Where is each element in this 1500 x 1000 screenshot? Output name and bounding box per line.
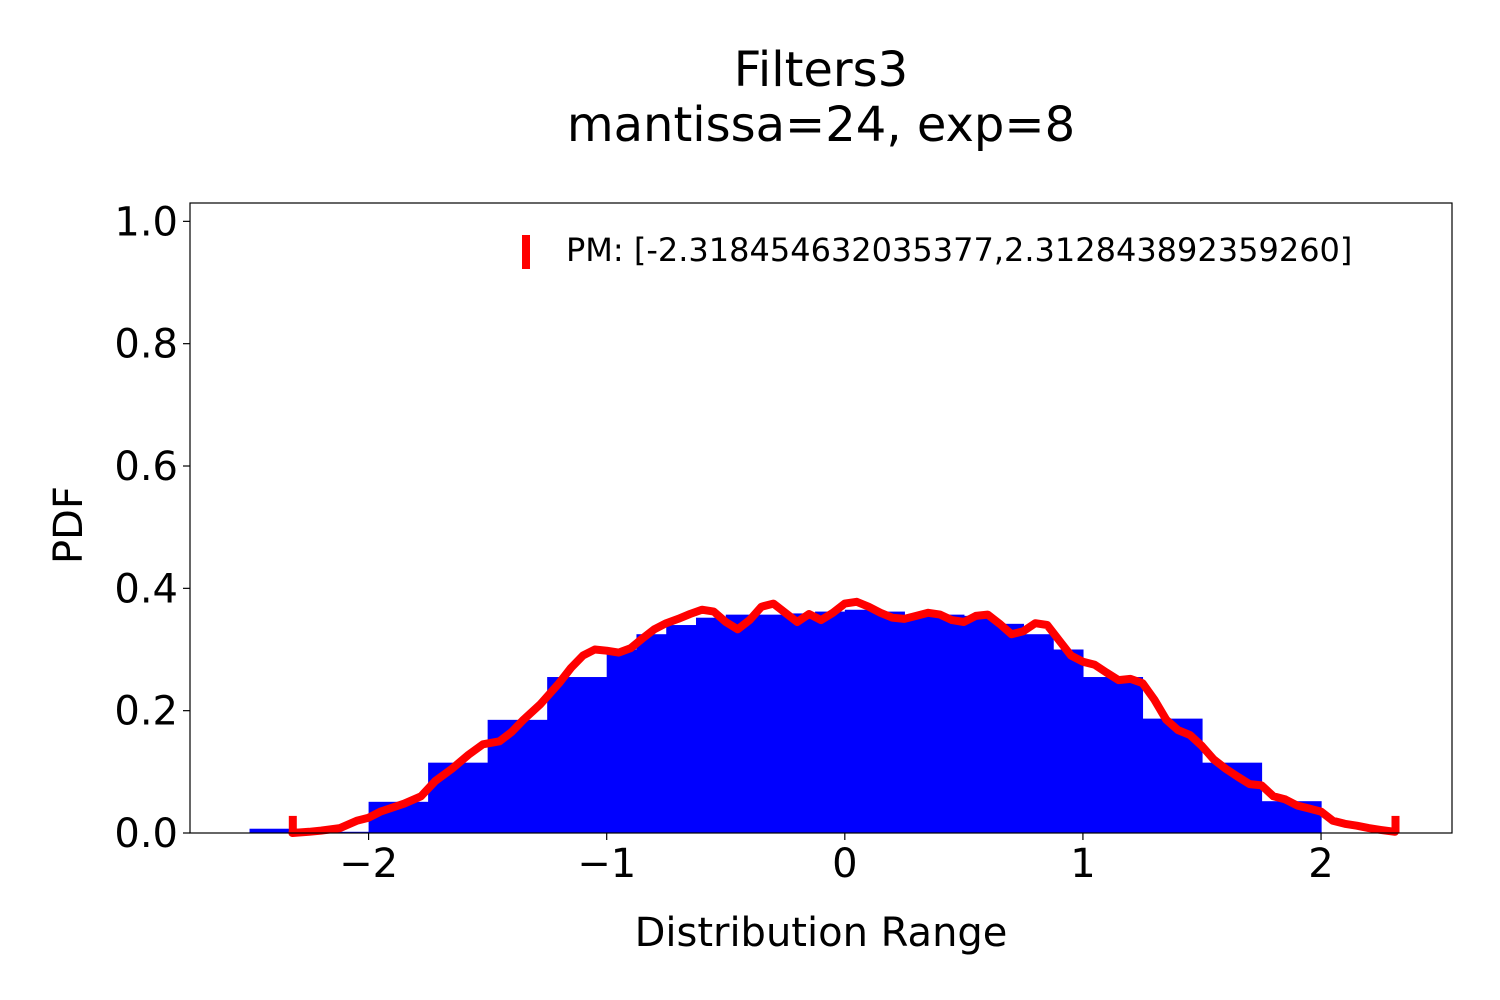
legend: PM: [-2.318454632035377,2.31284389235926…: [522, 231, 1352, 269]
histogram-bar: [785, 613, 816, 833]
histogram-bar: [993, 623, 1024, 833]
histogram-bar: [725, 614, 786, 833]
histogram-bar: [815, 611, 846, 833]
histogram-bar: [249, 828, 310, 833]
y-tick-label: 0.2: [114, 689, 178, 735]
x-axis-ticks: −2 −1 0 1 2: [339, 833, 1334, 887]
range-marker: [1391, 815, 1400, 833]
plot-area: [189, 202, 1453, 837]
y-tick-label: 0.4: [114, 566, 178, 612]
chart-subtitle: mantissa=24, exp=8: [567, 97, 1075, 153]
y-tick-label: 0.0: [114, 811, 178, 857]
range-markers: [288, 815, 1400, 833]
histogram-bar: [1053, 649, 1084, 833]
histogram-bar: [904, 614, 965, 833]
histogram-bar: [1023, 634, 1054, 833]
histogram-bar: [963, 615, 995, 833]
histogram-bar: [636, 634, 667, 833]
histogram-bar: [309, 831, 370, 833]
y-axis-label: PDF: [46, 486, 92, 564]
x-tick-label: 2: [1308, 841, 1333, 887]
y-tick-label: 1.0: [114, 199, 178, 245]
histogram-bar: [428, 762, 489, 833]
histogram-bar: [606, 649, 638, 833]
y-tick-label: 0.6: [114, 444, 178, 490]
x-tick-label: −1: [577, 841, 636, 887]
histogram-bar: [547, 677, 608, 833]
histogram-bar: [666, 625, 697, 833]
x-tick-label: 1: [1070, 841, 1095, 887]
legend-marker-icon: [522, 235, 530, 269]
histogram-bar: [1082, 677, 1144, 833]
y-axis-ticks: 0.0 0.2 0.4 0.6 0.8 1.0: [114, 199, 190, 857]
density-curve: [288, 597, 1399, 837]
histogram-bar: [844, 609, 876, 833]
chart-title: Filters3: [734, 42, 908, 98]
x-tick-label: 0: [832, 841, 857, 887]
x-axis-label: Distribution Range: [635, 910, 1008, 956]
x-tick-label: −2: [339, 841, 398, 887]
plot-frame: [189, 202, 1453, 834]
histogram-bar: [487, 719, 548, 833]
range-marker: [288, 815, 297, 833]
histogram-bar: [695, 617, 727, 833]
histogram-bar: [874, 611, 905, 833]
y-tick-label: 0.8: [114, 322, 178, 368]
histogram-bars: [249, 609, 1322, 833]
legend-label: PM: [-2.318454632035377,2.31284389235926…: [566, 231, 1352, 269]
